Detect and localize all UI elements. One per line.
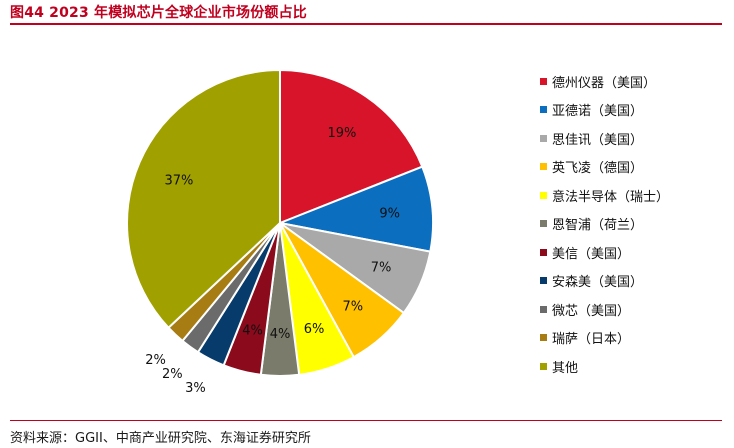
source-note: 资料来源：GGII、中商产业研究院、东海证券研究所 <box>10 431 311 446</box>
pie-label-9: 2% <box>145 353 166 368</box>
legend-item-1: 亚德诺（美国） <box>540 96 669 125</box>
legend-label: 德州仪器（美国） <box>552 75 657 91</box>
legend-swatch <box>540 220 547 228</box>
pie-chart: 19%9%7%7%6%4%4%3%2%2%37% <box>126 68 434 396</box>
legend-swatch <box>540 362 547 370</box>
legend-item-6: 美信（美国） <box>540 238 669 267</box>
legend-item-10: 其他 <box>540 352 669 381</box>
pie-label-7: 3% <box>185 381 206 396</box>
legend-swatch <box>540 77 547 85</box>
pie-slice-1 <box>276 165 434 253</box>
pie-label-0: 19% <box>327 126 356 141</box>
legend-swatch <box>540 277 547 285</box>
pie-label-2: 7% <box>371 261 392 276</box>
legend-item-4: 意法半导体（瑞士） <box>540 181 669 210</box>
pie-label-6: 4% <box>242 324 263 339</box>
legend-item-9: 瑞萨（日本） <box>540 324 669 353</box>
pie-slices <box>126 68 434 377</box>
legend-swatch <box>540 163 547 171</box>
legend-swatch <box>540 248 547 256</box>
pie-label-1: 9% <box>379 207 400 222</box>
legend-label: 英飞凌（德国） <box>552 161 644 177</box>
pie-label-10: 37% <box>164 173 193 188</box>
figure-title: 图44 2023 年模拟芯片全球企业市场份额占比 <box>10 5 307 21</box>
legend-label: 亚德诺（美国） <box>552 104 644 120</box>
legend-item-0: 德州仪器（美国） <box>540 67 669 96</box>
legend-swatch <box>540 334 547 342</box>
legend-item-3: 英飞凌（德国） <box>540 153 669 182</box>
legend-label: 思佳讯（美国） <box>552 132 644 148</box>
legend-item-8: 微芯（美国） <box>540 295 669 324</box>
pie-value-labels: 19%9%7%7%6%4%4%3%2%2%37% <box>145 126 400 396</box>
legend-item-2: 思佳讯（美国） <box>540 124 669 153</box>
legend-swatch <box>540 191 547 199</box>
pie-label-3: 7% <box>343 300 364 315</box>
pie-label-5: 4% <box>270 327 291 342</box>
legend-item-5: 恩智浦（荷兰） <box>540 210 669 239</box>
pie-slice-0 <box>279 68 424 225</box>
pie-label-4: 6% <box>304 322 325 337</box>
legend-swatch <box>540 305 547 313</box>
legend-label: 恩智浦（荷兰） <box>552 218 644 234</box>
legend-swatch <box>540 106 547 114</box>
legend-label: 安森美（美国） <box>552 275 644 291</box>
legend-label: 微芯（美国） <box>552 303 631 319</box>
legend-label: 意法半导体（瑞士） <box>552 189 670 205</box>
pie-label-8: 2% <box>162 367 183 382</box>
pie-slice-10 <box>126 68 281 330</box>
legend-label: 美信（美国） <box>552 246 631 262</box>
legend-item-7: 安森美（美国） <box>540 267 669 296</box>
legend-label: 瑞萨（日本） <box>552 332 631 348</box>
legend-swatch <box>540 134 547 142</box>
legend: 德州仪器（美国） 亚德诺（美国） 思佳讯（美国） 英飞凌（德国） 意法半导体（瑞士） 恩智… <box>540 67 669 381</box>
title-rule <box>10 23 722 25</box>
source-rule <box>10 420 722 421</box>
legend-label: 其他 <box>552 360 579 376</box>
